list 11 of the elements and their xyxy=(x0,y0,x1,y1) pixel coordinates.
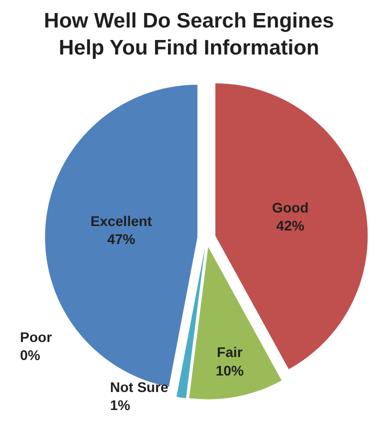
slice-label: Fair xyxy=(216,344,244,360)
chart-title: How Well Do Search Engines Help You Find Information xyxy=(44,9,334,60)
data-label: 1% xyxy=(110,397,131,414)
slice-label: Good xyxy=(272,199,309,216)
category-label: Poor xyxy=(20,329,52,345)
data-label: 10% xyxy=(216,362,244,378)
text: 0% xyxy=(20,347,40,364)
slice-label: Excellent xyxy=(90,212,152,229)
data-label: 47% xyxy=(107,231,136,248)
slice-label: Not Sure xyxy=(110,379,169,395)
data-label: 42% xyxy=(276,218,305,234)
